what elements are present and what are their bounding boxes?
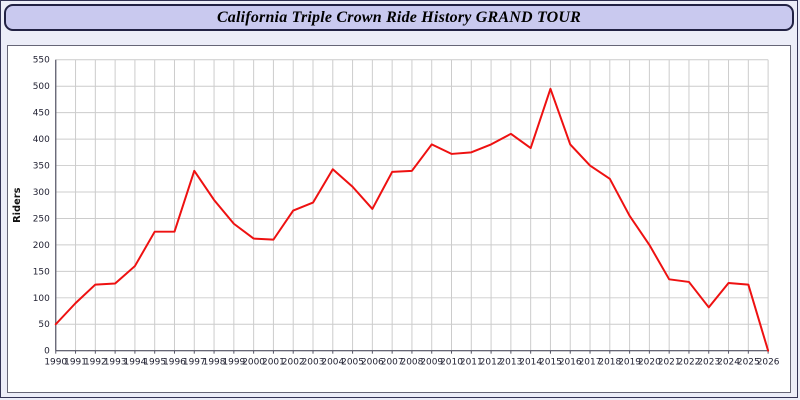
svg-text:2003: 2003 xyxy=(302,358,325,368)
svg-text:50: 50 xyxy=(38,320,50,330)
svg-text:2017: 2017 xyxy=(579,358,602,368)
svg-text:2025: 2025 xyxy=(737,358,760,368)
chart-panel: 0 50 100 150 200 250 300 350 400 450 500 550 1990 199… xyxy=(7,45,791,393)
svg-text:2010: 2010 xyxy=(440,358,463,368)
svg-text:2007: 2007 xyxy=(381,358,404,368)
svg-text:2002: 2002 xyxy=(282,358,305,368)
svg-text:2000: 2000 xyxy=(242,358,265,368)
svg-text:2026: 2026 xyxy=(757,358,780,368)
svg-text:250: 250 xyxy=(33,214,50,224)
svg-text:2016: 2016 xyxy=(559,358,582,368)
svg-text:1996: 1996 xyxy=(163,358,186,368)
svg-text:550: 550 xyxy=(33,56,50,66)
svg-text:2008: 2008 xyxy=(401,358,424,368)
svg-text:100: 100 xyxy=(33,294,50,304)
chart-title: California Triple Crown Ride History GRA… xyxy=(216,8,582,26)
svg-text:2019: 2019 xyxy=(618,358,641,368)
riders-line-chart: 0501001502002503003504004505005501990199… xyxy=(12,56,780,368)
svg-text:200: 200 xyxy=(33,241,50,251)
svg-text:2006: 2006 xyxy=(361,358,384,368)
svg-text:2021: 2021 xyxy=(658,358,681,368)
chart-title-bar: California Triple Crown Ride History GRA… xyxy=(4,4,794,31)
svg-text:2020: 2020 xyxy=(638,358,661,368)
svg-text:Riders: Riders xyxy=(12,187,23,222)
svg-text:450: 450 xyxy=(33,109,50,119)
svg-text:2001: 2001 xyxy=(262,358,285,368)
svg-text:2004: 2004 xyxy=(321,358,344,368)
svg-text:400: 400 xyxy=(33,135,50,145)
svg-text:150: 150 xyxy=(33,267,50,277)
svg-text:1998: 1998 xyxy=(203,358,226,368)
svg-text:2022: 2022 xyxy=(678,358,701,368)
svg-text:2014: 2014 xyxy=(519,358,542,368)
svg-text:0: 0 xyxy=(44,347,50,357)
svg-text:1999: 1999 xyxy=(222,358,245,368)
svg-text:1993: 1993 xyxy=(104,358,127,368)
svg-text:2024: 2024 xyxy=(717,358,740,368)
svg-text:300: 300 xyxy=(33,188,50,198)
svg-text:1991: 1991 xyxy=(64,358,87,368)
svg-text:2009: 2009 xyxy=(420,358,443,368)
svg-text:2015: 2015 xyxy=(539,358,562,368)
svg-text:1997: 1997 xyxy=(183,358,206,368)
svg-text:2012: 2012 xyxy=(480,358,503,368)
svg-text:350: 350 xyxy=(33,162,50,172)
svg-text:2005: 2005 xyxy=(341,358,364,368)
svg-text:500: 500 xyxy=(33,82,50,92)
svg-text:2023: 2023 xyxy=(697,358,720,368)
svg-text:2011: 2011 xyxy=(460,358,483,368)
svg-text:1990: 1990 xyxy=(44,358,67,368)
svg-text:2018: 2018 xyxy=(598,358,621,368)
svg-text:1995: 1995 xyxy=(143,358,166,368)
svg-text:1992: 1992 xyxy=(84,358,107,368)
svg-text:2013: 2013 xyxy=(499,358,522,368)
svg-text:1994: 1994 xyxy=(124,358,147,368)
